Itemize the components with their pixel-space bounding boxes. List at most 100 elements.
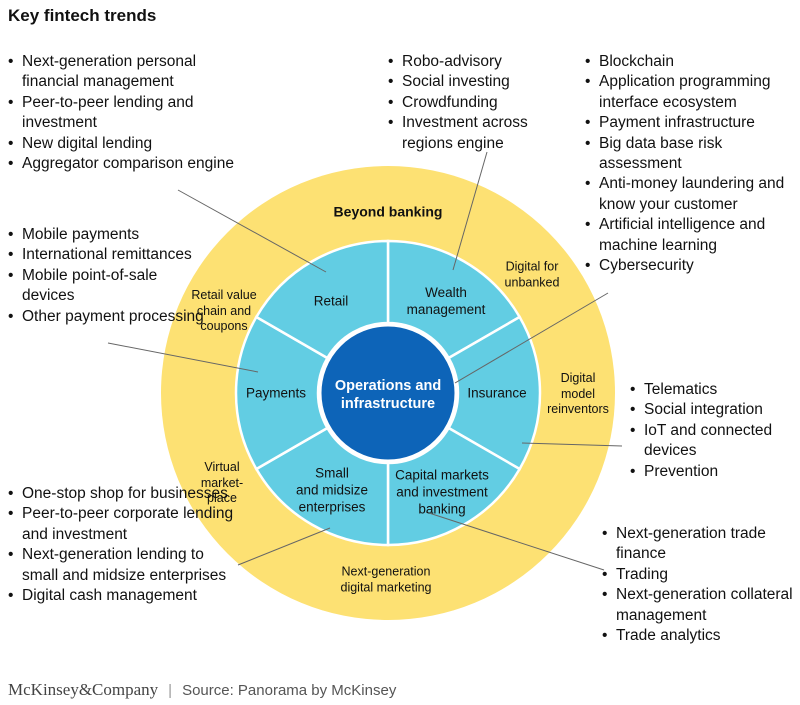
payments-trends-list: • Mobile payments • International remittanc… [8, 225, 213, 327]
list-item: • IoT and connected devices [630, 421, 795, 462]
list-item-text: Other payment processing [22, 307, 204, 325]
list-item-text: Aggregator comparison engine [22, 155, 234, 173]
segment-label-insurance: Insurance [467, 385, 527, 401]
list-item: • Next-generation lending to small and mi… [8, 545, 238, 586]
list-item: • Robo-advisory [388, 52, 558, 72]
list-item: • Trade analytics [602, 626, 797, 646]
list-item: • Anti-money laundering and know your cus… [585, 174, 795, 215]
operations-center-disc [318, 323, 458, 463]
outer-label-digital-model-reinventors: Digital model reinventors [547, 370, 609, 416]
list-item-text: Telematics [644, 381, 718, 398]
list-item: • Peer-to-peer lending and investment [8, 93, 238, 134]
capital-trends-list: • Next-generation trade finance • Trading • N… [602, 524, 797, 646]
list-item-text: Cybersecurity [599, 257, 694, 275]
outer-label-virtual-marketplace: Virtual market- place [200, 459, 244, 505]
bullet-icon: • [8, 587, 14, 605]
list-item: • Other payment processing [8, 307, 213, 327]
list-item: • International remittances [8, 245, 213, 265]
list-item-text: International remittances [22, 246, 192, 264]
list-item-text: Artificial intelligence and machine lear… [599, 216, 766, 254]
center-label: Operations and infrastructure [334, 378, 442, 412]
bullet-icon: • [8, 53, 14, 70]
segment-ring [234, 239, 542, 547]
list-item-text: Anti-money laundering and know your cust… [599, 175, 785, 213]
connector-wealth [452, 151, 488, 271]
list-item: • Social investing [388, 72, 558, 92]
bullet-icon: • [8, 307, 14, 325]
segment-label-payments: Payments [245, 385, 307, 401]
outer-label-digital-unbanked: Digital for unbanked [504, 259, 560, 290]
bullet-icon: • [388, 114, 394, 132]
insurance-trends-list: • Telematics • Social integration • IoT and c… [630, 380, 795, 482]
source-note: Source: Panorama by McKinsey [182, 682, 397, 699]
segment-retail [254, 239, 390, 360]
list-item: • Next-generation trade finance [602, 524, 797, 565]
list-item-text: Next-generation personal financial manag… [22, 53, 197, 91]
segment-wealth [386, 239, 522, 360]
segment-label-retail: Retail [313, 293, 349, 309]
bullet-icon: • [8, 134, 14, 152]
connector-operations [454, 292, 609, 384]
bullet-icon: • [602, 627, 608, 645]
list-item: • Aggregator comparison engine [8, 154, 238, 174]
bullet-icon: • [8, 155, 14, 173]
footer: McKinsey&Company | Source: Panorama by McK… [8, 680, 396, 700]
bullet-icon: • [630, 421, 636, 439]
list-item: • New digital lending [8, 134, 238, 154]
list-item-text: Next-generation collateral management [616, 586, 793, 624]
bullet-icon: • [8, 485, 14, 502]
list-item-text: One-stop shop for businesses [22, 485, 228, 502]
bullet-icon: • [388, 53, 394, 70]
list-item-text: Social investing [402, 73, 510, 91]
list-item-text: Payment infrastructure [599, 114, 755, 132]
list-item: • Telematics [630, 380, 795, 400]
list-item: • Crowdfunding [388, 93, 558, 113]
retail-trends-list: • Next-generation personal financial mana… [8, 52, 238, 174]
sme-trends-list: • One-stop shop for businesses • Peer-to-pe… [8, 484, 238, 606]
brand-logo: McKinsey&Company [8, 680, 159, 699]
bullet-icon: • [585, 134, 591, 152]
bullet-icon: • [630, 401, 636, 419]
bullet-icon: • [8, 93, 14, 111]
bullet-icon: • [585, 216, 591, 234]
list-item-text: Investment across regions engine [402, 114, 528, 152]
bullet-icon: • [602, 525, 608, 542]
list-item-text: Peer-to-peer lending and investment [22, 93, 194, 132]
segment-label-capital: Capital markets and investment banking [395, 467, 489, 517]
list-item-text: Robo-advisory [402, 53, 502, 70]
segment-label-wealth: Wealth management [406, 285, 486, 317]
bullet-icon: • [602, 565, 608, 583]
list-item: • Mobile payments [8, 225, 213, 245]
list-item-text: Next-generation lending to small and mid… [22, 546, 227, 584]
connector-payments [107, 342, 259, 373]
outer-label-next-gen-marketing: Next-generation digital marketing [340, 564, 432, 595]
connector-insurance [521, 442, 623, 447]
list-item-text: Peer-to-peer corporate lending and inves… [22, 505, 234, 543]
list-item: • Peer-to-peer corporate lending and inve… [8, 504, 238, 545]
bullet-icon: • [585, 257, 591, 275]
segment-label-sme: Small and midsize enterprises [295, 465, 369, 515]
list-item-text: IoT and connected devices [644, 421, 773, 460]
bullet-icon: • [630, 381, 636, 398]
list-item-text: Next-generation trade finance [616, 525, 766, 563]
list-item-text: Application programming interface ecosys… [599, 73, 771, 111]
list-item-text: New digital lending [22, 134, 153, 152]
connector-sme [237, 527, 331, 566]
list-item: • Cybersecurity [585, 256, 795, 276]
list-item-text: Mobile point-of-sale devices [22, 266, 158, 305]
wealth-trends-list: • Robo-advisory • Social investing • Crowdfun… [388, 52, 558, 154]
list-item-text: Social integration [644, 401, 763, 419]
segment-payments [234, 315, 330, 471]
footer-separator: | [168, 682, 173, 699]
bullet-icon: • [388, 93, 394, 111]
list-item: • Next-generation personal financial mana… [8, 52, 238, 93]
list-item-text: Trading [616, 565, 668, 583]
list-item: • Trading [602, 565, 797, 585]
bullet-icon: • [8, 505, 14, 523]
bullet-icon: • [585, 175, 591, 193]
list-item: • Mobile point-of-sale devices [8, 266, 213, 307]
list-item-text: Prevention [644, 462, 719, 480]
list-item: • Big data base risk assessment [585, 134, 795, 175]
list-item: • Digital cash management [8, 586, 238, 606]
